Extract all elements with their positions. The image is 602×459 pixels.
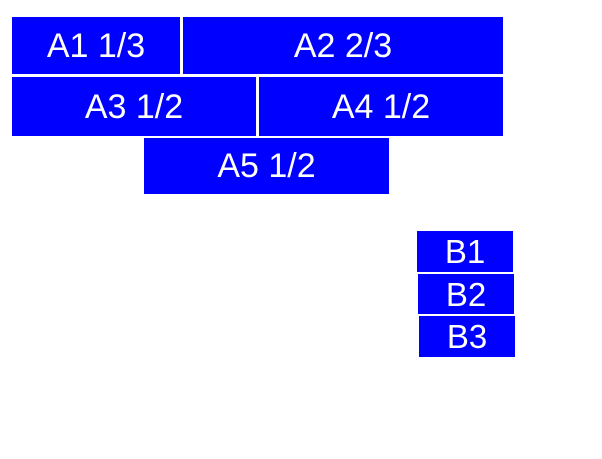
box-b2: B2: [418, 274, 514, 314]
box-a1: A1 1/3: [12, 17, 180, 74]
box-b3: B3: [419, 316, 515, 357]
box-a3: A3 1/2: [12, 77, 256, 136]
box-a5: A5 1/2: [144, 138, 389, 194]
box-b1: B1: [417, 231, 513, 272]
box-a2: A2 2/3: [183, 17, 503, 74]
box-a4: A4 1/2: [259, 77, 503, 136]
